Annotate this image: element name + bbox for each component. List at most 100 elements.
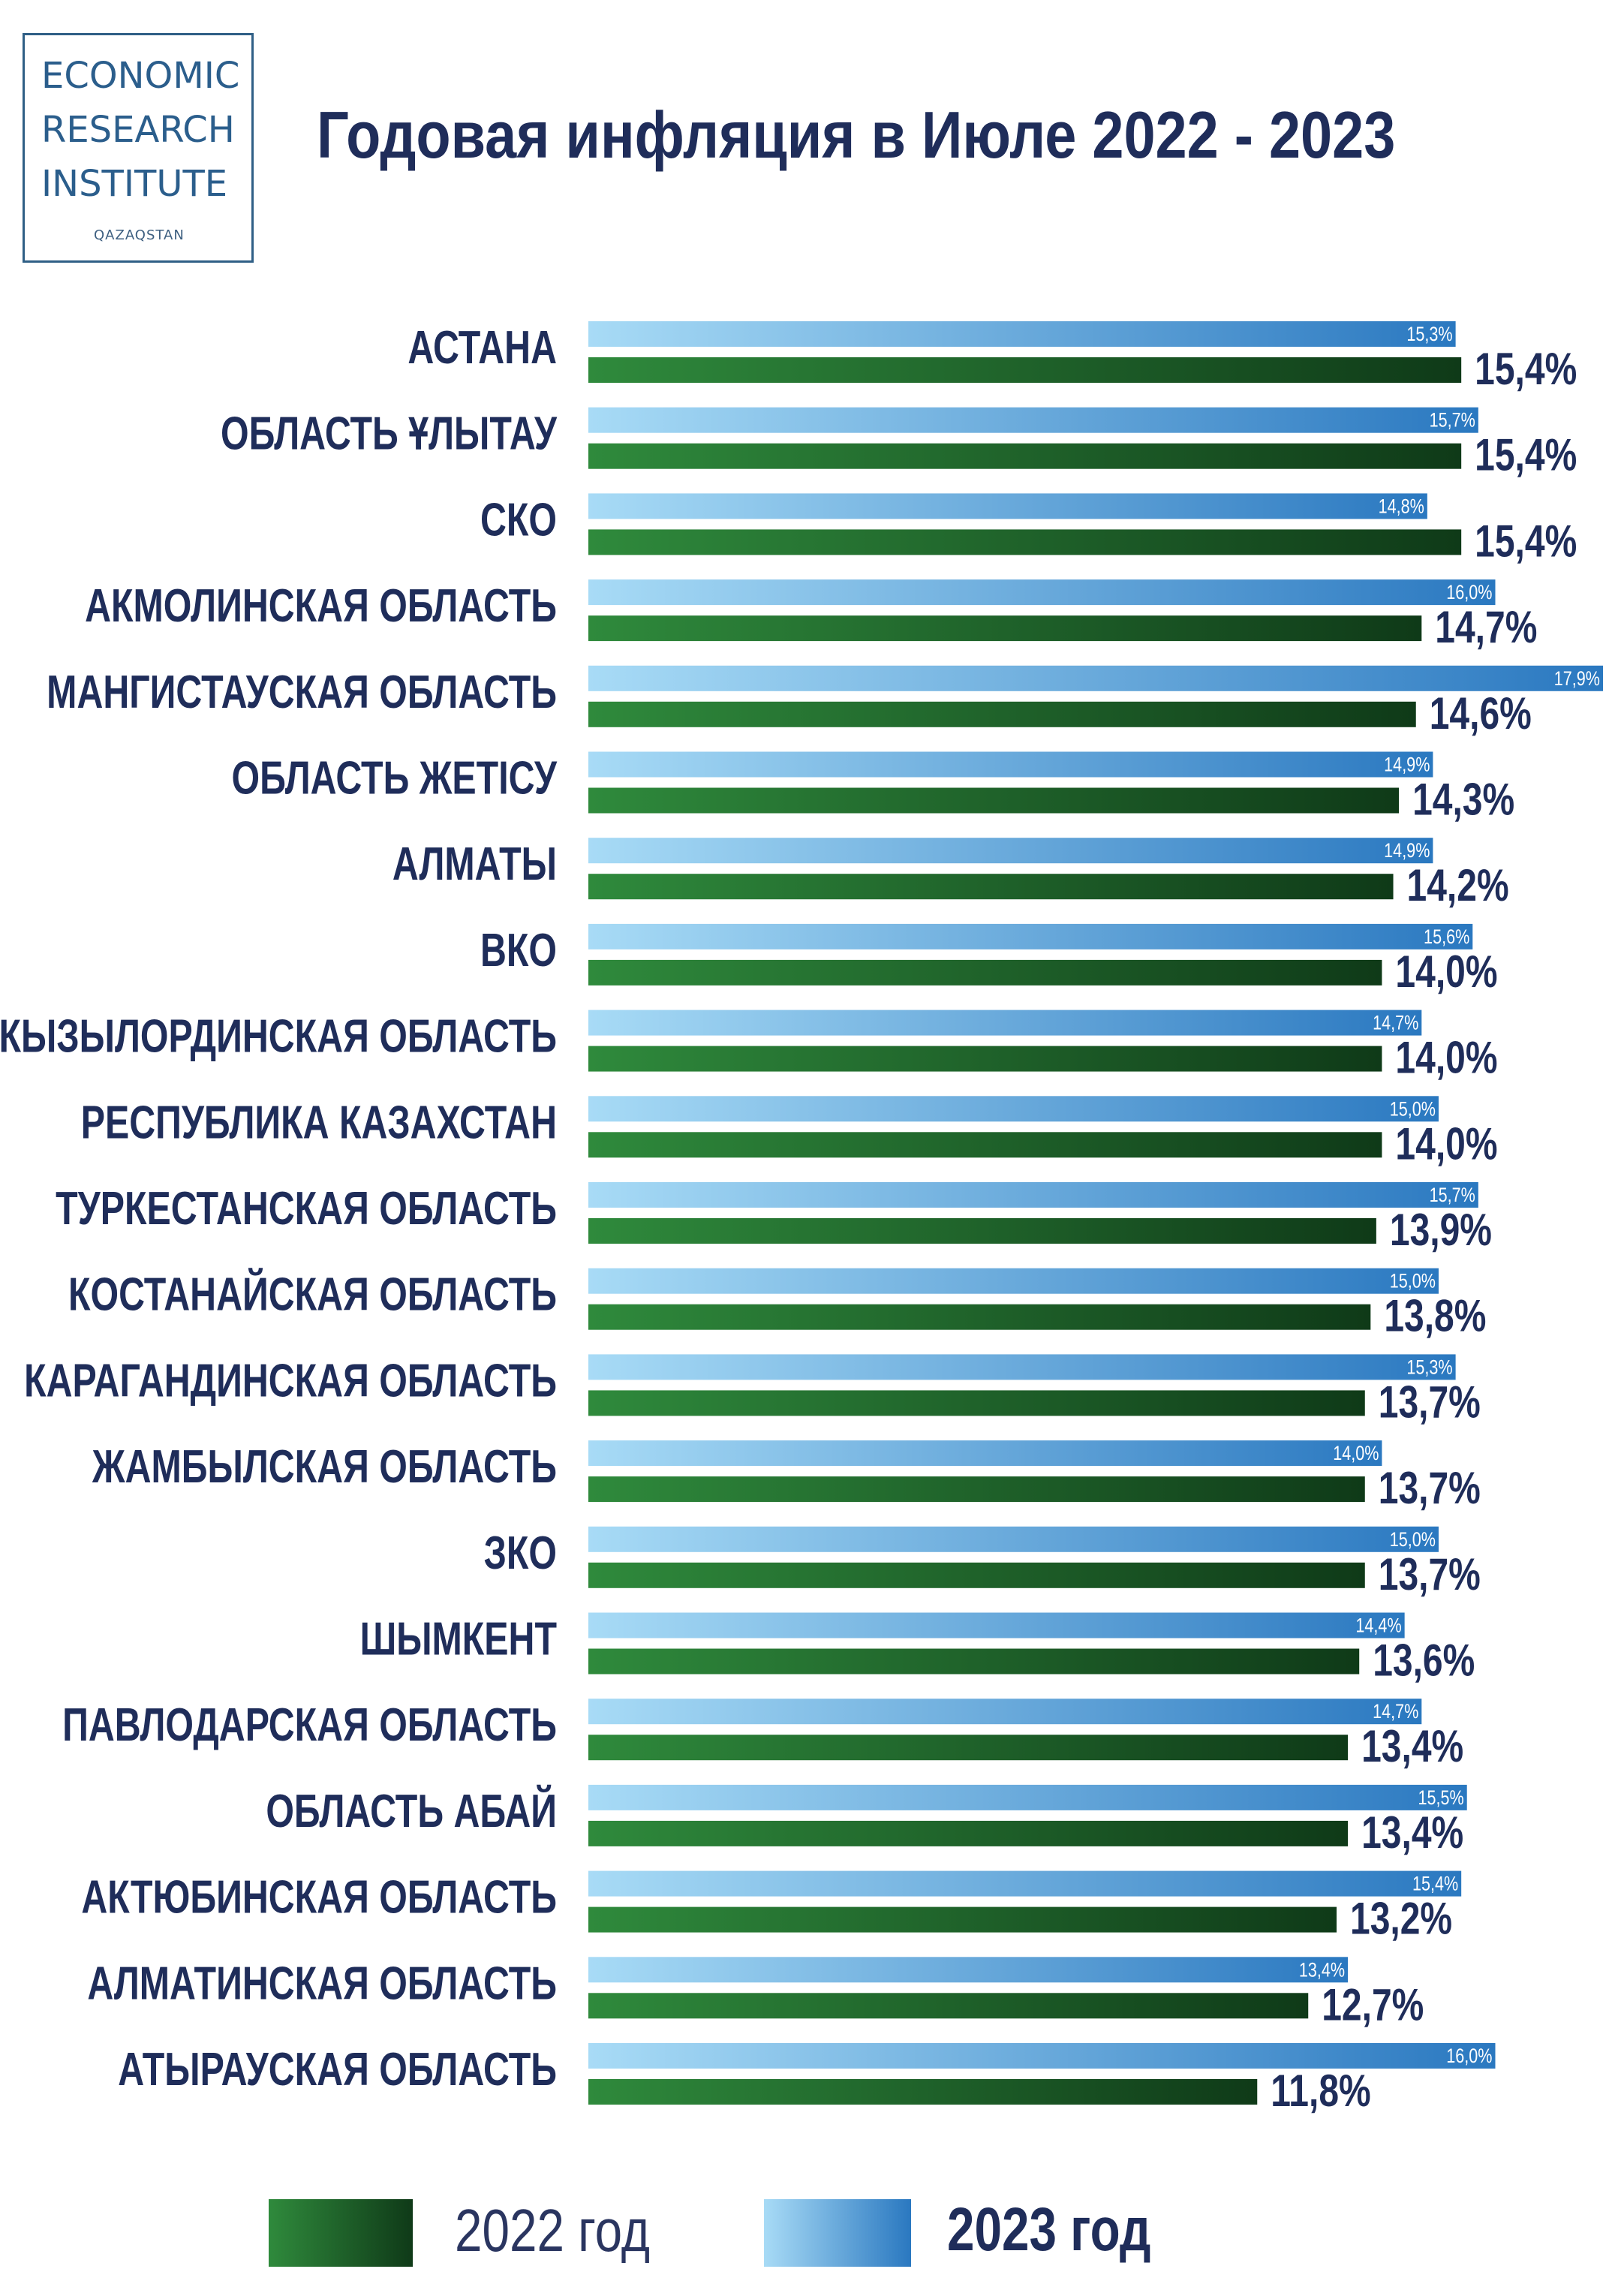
- category-label: ПАВЛОДАРСКАЯ ОБЛАСТЬ: [62, 1699, 557, 1750]
- category-label: СКО: [480, 494, 557, 546]
- bar-2023: [588, 493, 1427, 519]
- data-label-2023: 14,9%: [1384, 840, 1430, 862]
- data-label-2023: 15,0%: [1390, 1098, 1436, 1121]
- bar-2022: [588, 1046, 1382, 1072]
- bar-2023: [588, 579, 1496, 606]
- bar-2023: [588, 1010, 1422, 1036]
- legend-swatch-2023: [764, 2199, 911, 2267]
- data-label-2023: 15,5%: [1418, 1787, 1464, 1810]
- bar-2023: [588, 665, 1603, 691]
- data-label-2022: 14,6%: [1430, 688, 1532, 739]
- bar-2022: [588, 1562, 1365, 1588]
- chart-title: Годовая инфляция в Июле 2022 - 2023: [317, 98, 1396, 172]
- bar-2022: [588, 874, 1394, 900]
- bar-2022: [588, 357, 1462, 383]
- bar-2022: [588, 959, 1382, 986]
- bar-2023: [588, 2043, 1496, 2069]
- data-label-2023: 15,7%: [1430, 1184, 1475, 1207]
- bar-2022: [588, 1132, 1382, 1158]
- category-label: МАНГИСТАУСКАЯ ОБЛАСТЬ: [47, 666, 557, 718]
- bar-2023: [588, 1612, 1405, 1638]
- bar-2022: [588, 1218, 1376, 1244]
- bar-chart: АСТАНА 15,3%15,4%ОБЛАСТЬ ҰЛЫТАУ 15,7%15,4%…: [0, 321, 1603, 2116]
- data-label-2023: 15,0%: [1390, 1529, 1436, 1551]
- bar-2023: [588, 1870, 1462, 1897]
- logo-line-institute: INSTITUTE: [41, 163, 228, 205]
- data-label-2022: 15,4%: [1475, 516, 1577, 566]
- category-label: КЫЗЫЛОРДИНСКАЯ ОБЛАСТЬ: [0, 1010, 557, 1062]
- category-label: АТЫРАУСКАЯ ОБЛАСТЬ: [118, 2043, 557, 2095]
- data-label-2023: 15,3%: [1406, 323, 1452, 346]
- category-label: ОБЛАСТЬ ЖЕТІСУ: [232, 752, 558, 804]
- bar-2023: [588, 1957, 1349, 1983]
- bar-2022: [588, 1390, 1365, 1416]
- data-label-2023: 16,0%: [1446, 2045, 1492, 2068]
- data-label-2022: 12,7%: [1322, 1979, 1424, 2030]
- data-label-2023: 14,9%: [1384, 754, 1430, 776]
- data-label-2022: 13,7%: [1379, 1377, 1481, 1427]
- logo: ECONOMIC RESEARCH INSTITUTE QAZAQSTAN: [23, 33, 254, 263]
- bar-2022: [588, 1735, 1349, 1761]
- data-label-2023: 15,7%: [1430, 410, 1475, 432]
- data-label-2022: 15,4%: [1475, 430, 1577, 480]
- bar-2023: [588, 1096, 1439, 1122]
- bar-2022: [588, 443, 1462, 469]
- bar-2022: [588, 787, 1400, 814]
- bar-2023: [588, 1354, 1456, 1380]
- data-label-2022: 11,8%: [1271, 2066, 1370, 2116]
- legend-swatch-2022: [269, 2199, 413, 2267]
- bar-2022: [588, 1648, 1360, 1675]
- bar-2023: [588, 1526, 1439, 1552]
- data-label-2023: 14,0%: [1333, 1443, 1379, 1465]
- data-label-2022: 13,7%: [1379, 1549, 1481, 1599]
- legend-label-2022: 2022 год: [455, 2197, 650, 2264]
- data-label-2022: 14,0%: [1395, 946, 1497, 997]
- data-label-2022: 14,2%: [1407, 860, 1509, 910]
- bar-2022: [588, 1476, 1365, 1503]
- category-label: КОСТАНАЙСКАЯ ОБЛАСТЬ: [68, 1268, 557, 1320]
- data-label-2023: 14,8%: [1379, 495, 1424, 518]
- bar-2022: [588, 615, 1422, 642]
- data-label-2023: 14,7%: [1373, 1012, 1418, 1034]
- category-label: АЛМАТЫ: [392, 838, 557, 889]
- data-label-2022: 13,8%: [1384, 1291, 1486, 1341]
- bar-2023: [588, 407, 1478, 433]
- data-label-2022: 14,0%: [1395, 1032, 1497, 1082]
- data-label-2022: 14,0%: [1395, 1118, 1497, 1169]
- data-label-2022: 13,7%: [1379, 1463, 1481, 1513]
- data-label-2022: 14,3%: [1412, 774, 1514, 824]
- data-label-2023: 15,4%: [1412, 1873, 1458, 1895]
- category-label: АКМОЛИНСКАЯ ОБЛАСТЬ: [85, 579, 557, 631]
- bar-2023: [588, 751, 1433, 778]
- logo-line-economic: ECONOMIC: [41, 55, 240, 97]
- data-label-2022: 13,4%: [1361, 1721, 1463, 1771]
- logo-line-qazaqstan: QAZAQSTAN: [94, 227, 185, 243]
- legend-label-2023: 2023 год: [947, 2195, 1151, 2264]
- category-label: АСТАНА: [408, 321, 557, 373]
- data-label-2022: 13,6%: [1373, 1635, 1475, 1685]
- bar-2023: [588, 321, 1456, 347]
- bar-2023: [588, 1268, 1439, 1294]
- category-label: ОБЛАСТЬ АБАЙ: [266, 1784, 557, 1837]
- bar-2022: [588, 529, 1462, 555]
- data-label-2023: 14,4%: [1355, 1614, 1401, 1637]
- bar-2023: [588, 1784, 1467, 1810]
- data-label-2022: 13,2%: [1350, 1893, 1452, 1943]
- bar-2022: [588, 2079, 1258, 2105]
- data-label-2023: 13,4%: [1299, 1959, 1345, 1982]
- bar-2023: [588, 1699, 1422, 1725]
- category-label: ТУРКЕСТАНСКАЯ ОБЛАСТЬ: [56, 1182, 557, 1234]
- data-label-2023: 14,7%: [1373, 1701, 1418, 1723]
- data-label-2022: 14,7%: [1435, 602, 1537, 652]
- category-label: ВКО: [480, 924, 557, 976]
- bar-2023: [588, 838, 1433, 864]
- data-label-2023: 15,6%: [1424, 926, 1469, 949]
- category-label: ЖАМБЫЛСКАЯ ОБЛАСТЬ: [92, 1440, 557, 1492]
- bar-2022: [588, 1906, 1337, 1933]
- bar-2022: [588, 701, 1416, 727]
- data-label-2023: 17,9%: [1554, 668, 1600, 691]
- category-label: АКТЮБИНСКАЯ ОБЛАСТЬ: [81, 1871, 557, 1923]
- category-label: ШЫМКЕНТ: [360, 1613, 557, 1665]
- bar-2023: [588, 1440, 1382, 1467]
- data-label-2022: 13,4%: [1361, 1807, 1463, 1858]
